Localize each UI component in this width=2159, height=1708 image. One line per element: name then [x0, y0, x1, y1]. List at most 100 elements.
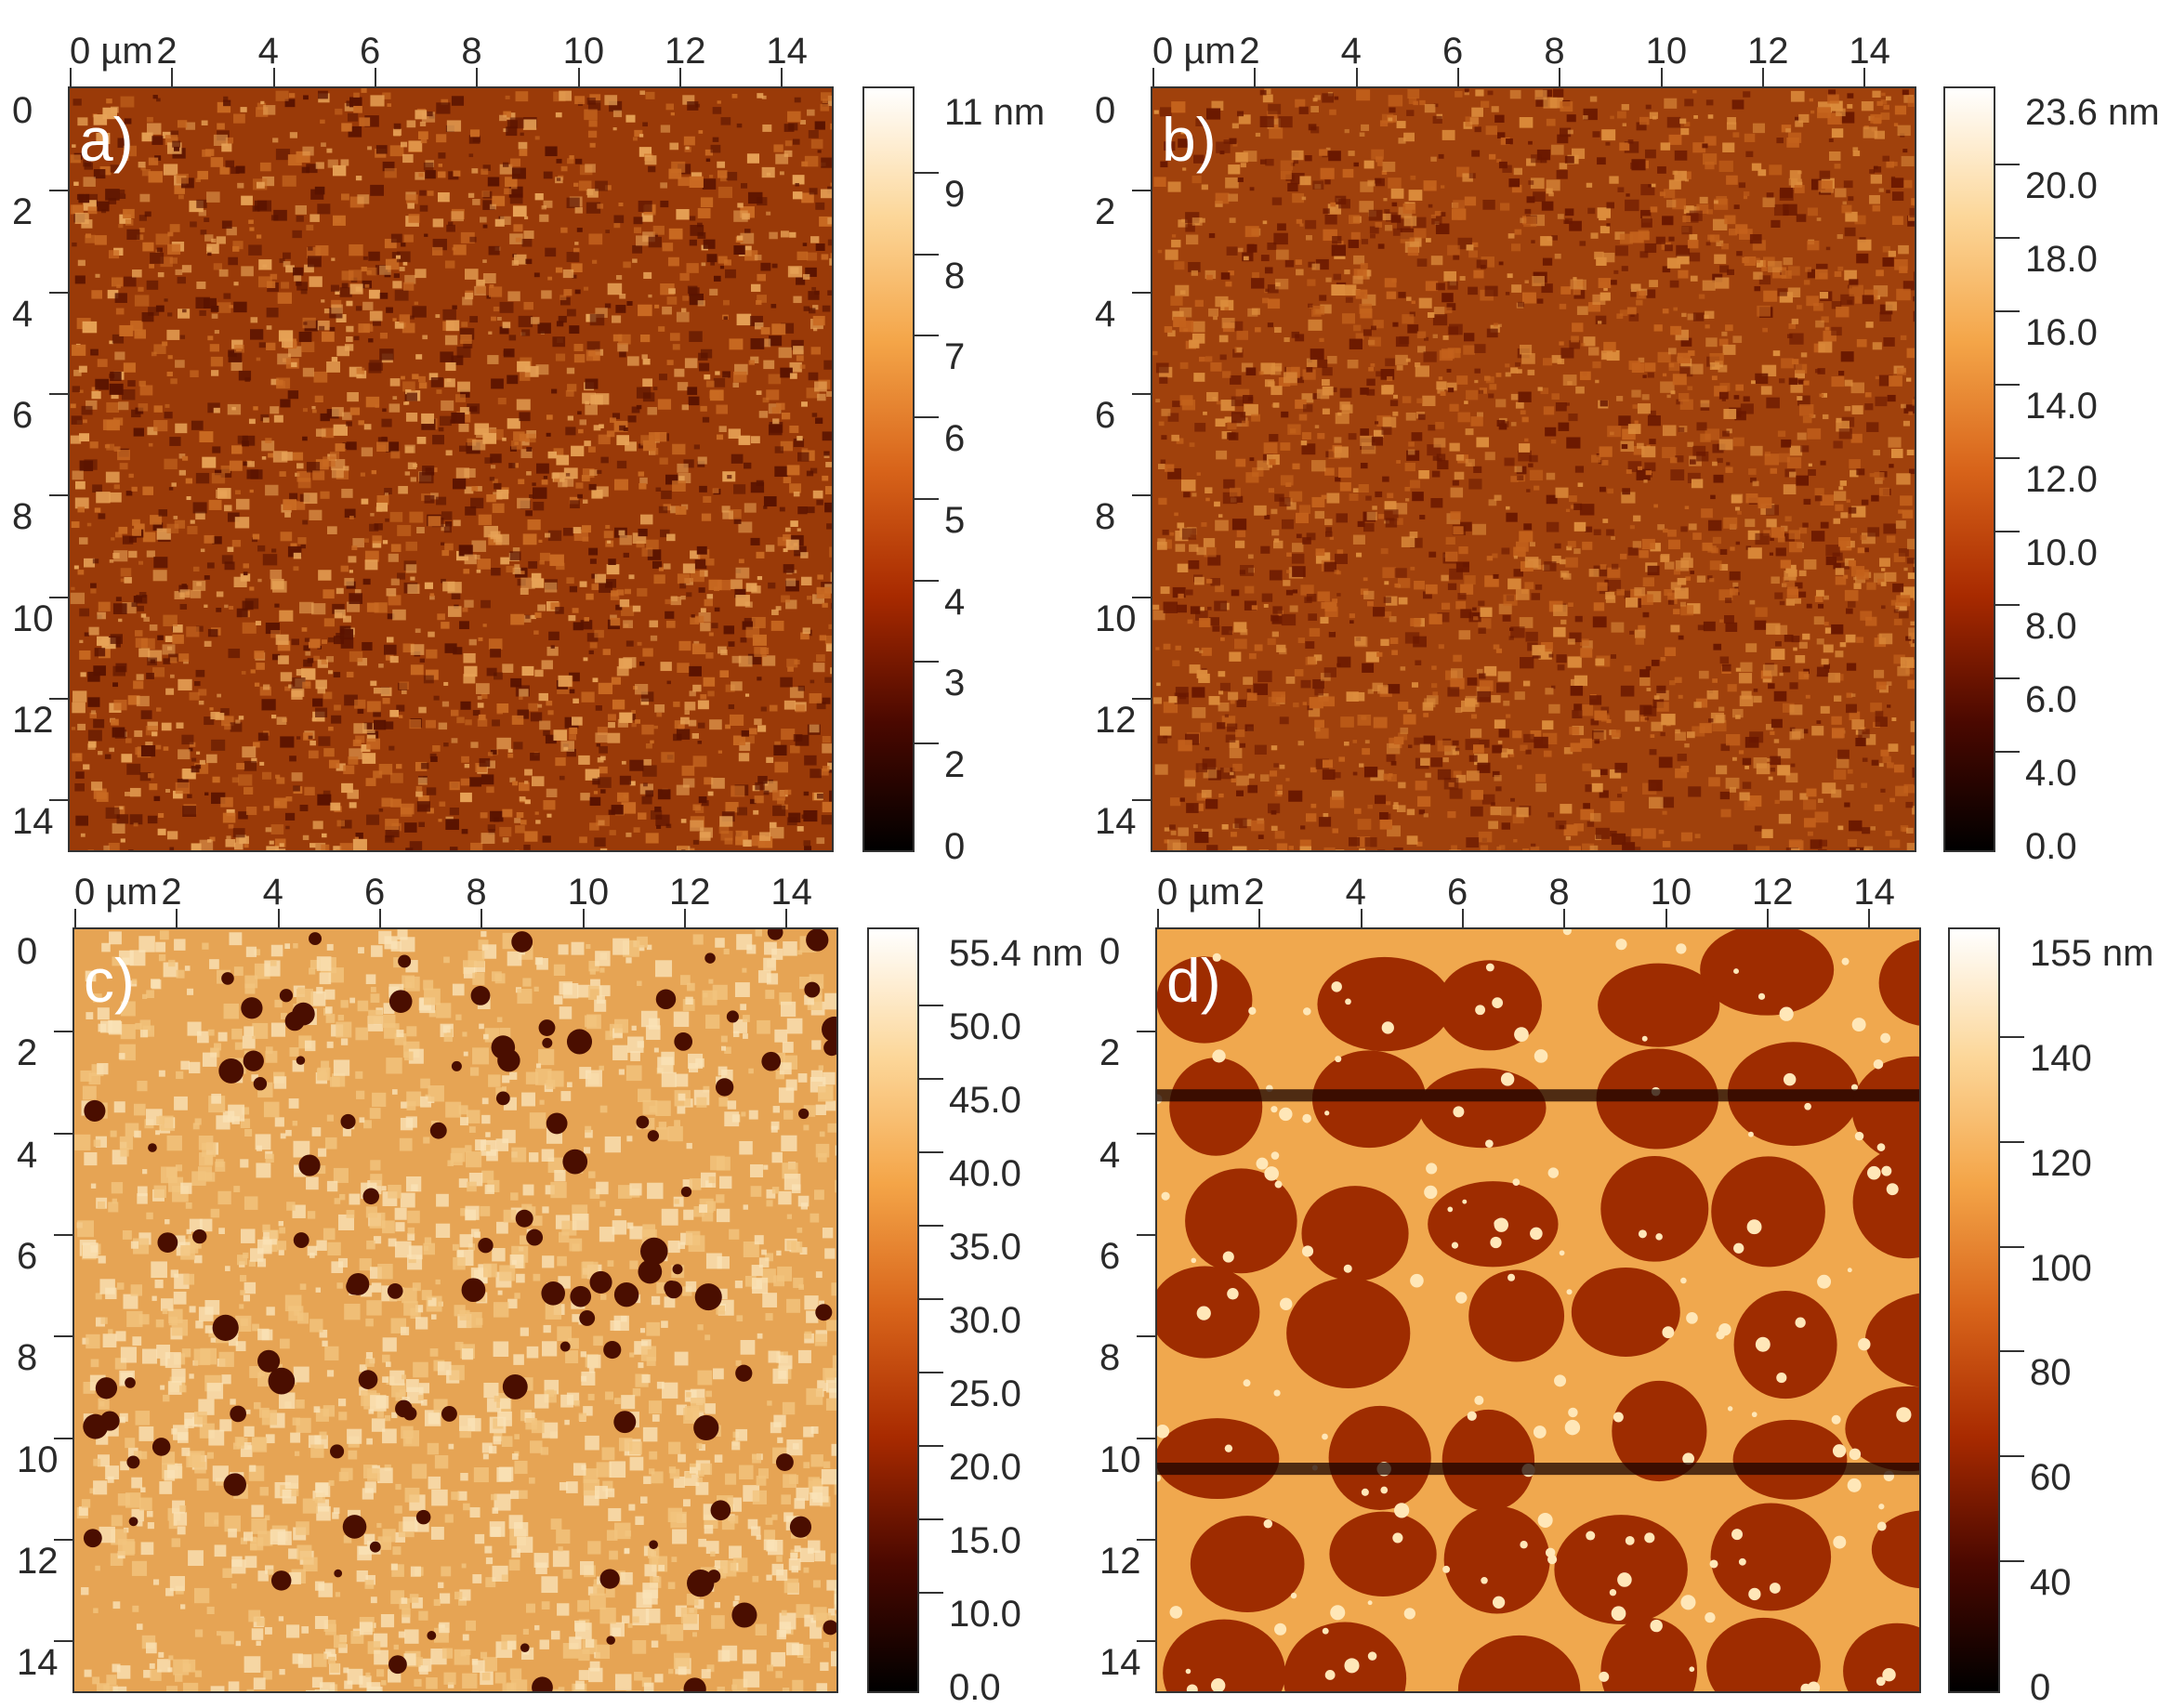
y-tick-mark — [1137, 1335, 1157, 1337]
y-tick-mark — [1137, 1234, 1157, 1236]
y-tick-mark — [1132, 393, 1152, 395]
y-tick-mark — [1132, 190, 1152, 191]
height-map — [70, 88, 832, 850]
y-tick-label: 4 — [12, 296, 33, 333]
y-tick-label: 4 — [1095, 296, 1115, 333]
colorbar-label: 30.0 — [949, 1302, 1021, 1339]
x-tick-mark — [1361, 909, 1363, 929]
colorbar-label: 5 — [944, 502, 965, 539]
height-map — [74, 929, 836, 1691]
x-tick-mark — [171, 68, 173, 88]
y-tick-label: 12 — [12, 702, 54, 739]
x-tick-mark — [679, 68, 681, 88]
colorbar-tick — [917, 1592, 943, 1594]
colorbar-tick — [1994, 237, 2020, 239]
y-tick-mark — [1137, 1438, 1157, 1439]
colorbar-tick — [913, 580, 939, 582]
x-tick-label: 4 — [258, 33, 279, 70]
colorbar-label: 16.0 — [2025, 314, 2098, 351]
colorbar-label: 11 nm — [944, 94, 1045, 131]
x-tick-mark — [379, 909, 381, 929]
y-tick-label: 2 — [1099, 1034, 1120, 1071]
x-tick-label: 14 — [766, 33, 808, 70]
y-tick-label: 6 — [1095, 397, 1115, 434]
colorbar-label: 140 — [2030, 1040, 2092, 1077]
x-tick-mark — [375, 68, 376, 88]
y-tick-mark — [54, 1031, 74, 1032]
colorbar-label: 7 — [944, 338, 965, 375]
colorbar-label: 100 — [2030, 1250, 2092, 1287]
x-tick-mark — [176, 909, 178, 929]
y-tick-label: 6 — [12, 397, 33, 434]
colorbar-tick — [1994, 531, 2020, 532]
x-tick-mark — [70, 68, 72, 88]
y-tick-mark — [49, 393, 70, 395]
colorbar-tick — [1998, 1455, 2024, 1457]
x-tick-mark — [1462, 909, 1464, 929]
colorbar-tick — [913, 498, 939, 500]
colorbar-tick — [917, 1298, 943, 1300]
colorbar-tick — [917, 1151, 943, 1153]
colorbar-label: 0.0 — [2025, 828, 2077, 865]
y-tick-mark — [49, 597, 70, 598]
x-tick-mark — [1868, 909, 1870, 929]
colorbar-tick — [913, 254, 939, 256]
x-tick-label: 10 — [563, 33, 605, 70]
colorbar-label: 25.0 — [949, 1375, 1021, 1412]
x-tick-label: 2 — [1244, 874, 1264, 911]
x-tick-label: 2 — [156, 33, 177, 70]
y-tick-label: 4 — [17, 1136, 37, 1174]
x-tick-mark — [1157, 909, 1159, 929]
colorbar-tick — [913, 661, 939, 663]
y-tick-mark — [1137, 1031, 1157, 1032]
colorbar-tick — [1994, 310, 2020, 312]
y-tick-label: 14 — [1099, 1644, 1141, 1681]
y-tick-mark — [1137, 1133, 1157, 1135]
x-tick-mark — [1457, 68, 1459, 88]
y-tick-mark — [1132, 799, 1152, 801]
y-tick-mark — [49, 190, 70, 191]
x-tick-mark — [1863, 68, 1865, 88]
x-tick-label: 8 — [466, 874, 486, 911]
x-tick-mark — [476, 68, 478, 88]
y-tick-label: 0 — [12, 92, 33, 129]
x-tick-mark — [1254, 68, 1256, 88]
colorbar-label: 2 — [944, 746, 965, 783]
colorbar-label: 18.0 — [2025, 241, 2098, 278]
colorbar-label: 0.0 — [949, 1669, 1001, 1706]
height-map — [1152, 88, 1915, 850]
y-tick-label: 8 — [12, 498, 33, 535]
y-tick-label: 8 — [1095, 498, 1115, 535]
y-tick-label: 0 — [17, 933, 37, 970]
colorbar-label: 20.0 — [2025, 167, 2098, 204]
colorbar-tick — [917, 1445, 943, 1447]
x-tick-label: 8 — [461, 33, 481, 70]
colorbar-label: 6.0 — [2025, 681, 2077, 718]
x-tick-mark — [1563, 909, 1565, 929]
y-tick-mark — [54, 1640, 74, 1642]
y-tick-label: 0 — [1099, 933, 1120, 970]
y-tick-mark — [54, 1438, 74, 1439]
x-tick-label: 8 — [1544, 33, 1564, 70]
y-tick-label: 14 — [12, 803, 54, 840]
x-tick-label: 6 — [364, 874, 385, 911]
colorbar-tick — [1994, 751, 2020, 753]
colorbar-tick — [917, 1005, 943, 1006]
afm-image-d: d) — [1157, 929, 1919, 1691]
colorbar-tick — [1998, 1036, 2024, 1038]
colorbar-tick — [917, 1518, 943, 1520]
x-tick-mark — [273, 68, 275, 88]
x-tick-mark — [1152, 68, 1154, 88]
panel-label: a) — [79, 109, 134, 170]
colorbar-tick — [1994, 604, 2020, 606]
x-tick-label: 14 — [1853, 874, 1895, 911]
colorbar-tick — [1998, 1560, 2024, 1562]
colorbar-label: 50.0 — [949, 1008, 1021, 1045]
colorbar-label: 45.0 — [949, 1082, 1021, 1119]
x-tick-label: 2 — [161, 874, 181, 911]
y-tick-label: 12 — [1095, 702, 1137, 739]
colorbar-label: 35.0 — [949, 1228, 1021, 1266]
colorbar-label: 4.0 — [2025, 755, 2077, 792]
x-tick-mark — [1665, 909, 1667, 929]
y-tick-mark — [54, 1234, 74, 1236]
